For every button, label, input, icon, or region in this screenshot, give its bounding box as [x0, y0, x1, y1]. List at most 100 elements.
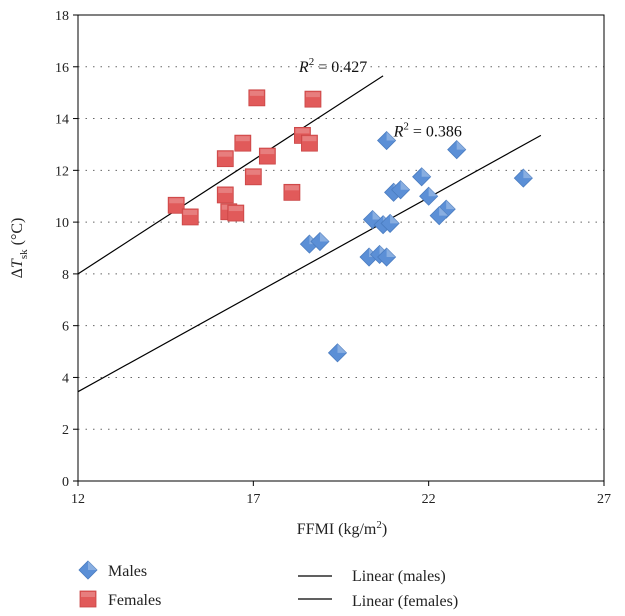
- square-highlight: [235, 136, 250, 142]
- y-tick-label: 12: [55, 164, 69, 179]
- female-point: [216, 150, 234, 168]
- square-body: [216, 186, 234, 204]
- gridlines: [78, 66, 604, 430]
- square-highlight: [246, 169, 261, 175]
- diamond-body: [380, 213, 400, 233]
- square-body: [301, 134, 318, 152]
- diamond-highlight: [439, 206, 449, 216]
- trendlines: [77, 75, 542, 393]
- y-tick-label: 4: [62, 371, 69, 386]
- diamond-body: [447, 140, 467, 160]
- diamond-body: [78, 560, 98, 580]
- x-tick-label: 17: [246, 492, 260, 507]
- y-tick-label: 14: [55, 113, 69, 128]
- square-highlight: [260, 149, 275, 155]
- female-point: [234, 134, 252, 152]
- diamond-body: [412, 167, 432, 187]
- annotations: R2 = 0.427 R2 = 0.386: [298, 56, 462, 141]
- y-tick-label: 8: [62, 268, 69, 283]
- y-tick-label: 2: [62, 423, 69, 438]
- diamond-body: [310, 231, 330, 252]
- square-highlight: [228, 206, 243, 212]
- legend: Males Females Linear (males) Linear (female…: [78, 560, 458, 610]
- female-point: [216, 186, 234, 204]
- y-axis-title: ΔTsk (°C): [9, 218, 30, 279]
- trendline-females: [77, 75, 384, 275]
- female-point: [304, 90, 322, 108]
- diamond-highlight: [456, 140, 466, 150]
- square-highlight: [183, 209, 198, 215]
- diamond-body: [419, 186, 439, 206]
- x-axis-title: FFMI (kg/m2): [297, 519, 387, 538]
- male-point: [447, 140, 467, 160]
- y-tick-label: 16: [55, 61, 69, 76]
- female-point: [227, 204, 245, 222]
- square-body: [244, 168, 262, 186]
- square-highlight: [81, 592, 95, 597]
- diamond-highlight: [372, 210, 382, 220]
- diamond-highlight: [88, 561, 97, 570]
- diamond-body: [327, 343, 348, 363]
- diamond-highlight: [421, 167, 431, 177]
- diamond-highlight: [337, 343, 347, 353]
- r-squared-label: R2 = 0.386: [393, 121, 462, 141]
- square-highlight: [218, 151, 233, 157]
- square-body: [283, 183, 301, 201]
- diamond-highlight: [523, 169, 533, 179]
- male-point: [391, 180, 411, 200]
- y-tick-label: 18: [55, 9, 69, 24]
- female-point: [248, 89, 266, 107]
- diamond-body: [429, 206, 449, 226]
- male-point: [513, 168, 533, 188]
- diamond-highlight: [386, 131, 396, 141]
- square-body: [216, 150, 234, 168]
- legend-females-label: Females: [108, 592, 161, 609]
- diamond-body: [513, 168, 533, 188]
- legend-linear-females-label: Linear (females): [352, 593, 458, 610]
- male-point: [377, 130, 397, 151]
- male-point: [419, 186, 439, 206]
- legend-males-label: Males: [108, 563, 147, 580]
- square-highlight: [302, 136, 317, 142]
- square-body: [181, 208, 199, 226]
- square-highlight: [169, 198, 184, 204]
- square-body: [248, 89, 266, 107]
- legend-females-marker: [79, 590, 97, 608]
- square-highlight: [218, 187, 233, 193]
- y-tick-label: 10: [55, 216, 69, 231]
- diamond-highlight: [390, 214, 400, 224]
- square-highlight: [295, 128, 310, 134]
- male-point: [380, 213, 400, 233]
- square-highlight: [249, 90, 264, 96]
- diamond-body: [391, 180, 411, 200]
- r-squared-label: R2 = 0.427: [298, 56, 367, 76]
- female-point: [283, 183, 301, 201]
- square-body: [79, 590, 97, 608]
- diamond-body: [377, 247, 397, 267]
- y-tick-label: 0: [62, 475, 69, 490]
- data-points: [167, 89, 533, 363]
- x-tick-label: 27: [597, 492, 611, 507]
- diamond-highlight: [446, 200, 456, 210]
- diamond-highlight: [319, 232, 329, 242]
- trendline-males: [77, 134, 542, 393]
- male-point: [412, 167, 432, 187]
- male-point: [310, 231, 330, 252]
- x-tick-label: 22: [422, 492, 436, 507]
- female-point: [258, 147, 276, 165]
- female-point: [181, 208, 199, 226]
- male-point: [429, 206, 449, 226]
- square-body: [167, 196, 185, 214]
- female-point: [167, 196, 185, 214]
- male-point: [327, 343, 348, 363]
- x-tick-label: 12: [71, 492, 85, 507]
- diamond-highlight: [386, 248, 396, 258]
- male-point: [377, 247, 397, 267]
- square-highlight: [305, 92, 320, 98]
- legend-males-marker: [78, 560, 98, 580]
- square-body: [258, 147, 276, 165]
- square-body: [234, 134, 252, 152]
- plot-border: [77, 14, 605, 482]
- tick-labels: 12 17 22 27 0 2 4 6 8 10 12 14 16 18: [55, 9, 611, 507]
